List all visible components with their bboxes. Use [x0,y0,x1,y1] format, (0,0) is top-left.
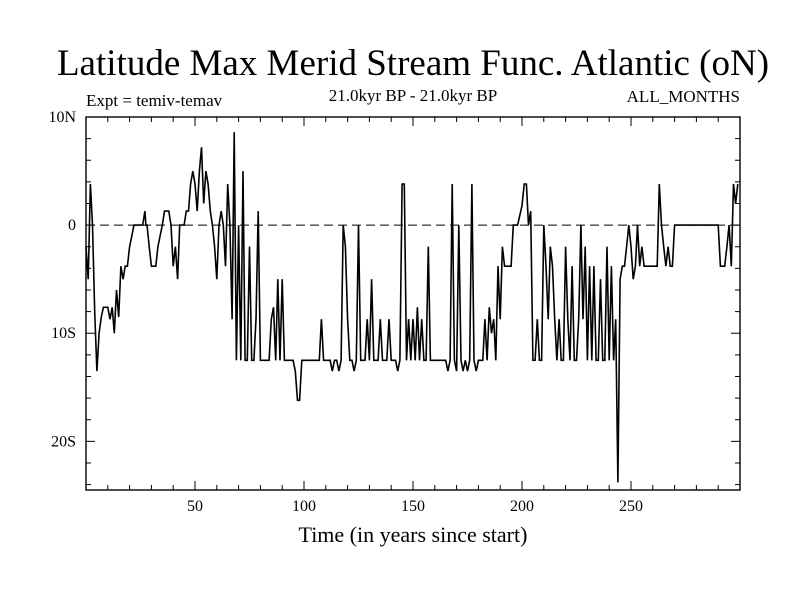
series-line [85,132,739,483]
experiment-label: Expt = temiv-temav [86,91,223,110]
x-tick-label: 250 [619,498,643,515]
x-tick-label: 50 [187,498,203,515]
y-tick-label: 10S [51,325,76,342]
chart-title: Latitude Max Merid Stream Func. Atlantic… [56,43,770,84]
tick-group [86,116,740,490]
x-tick-label: 100 [292,498,316,515]
y-tick-label: 10N [48,109,76,126]
tick-label-group: 50 100 150 200 250 10N 0 10S 20S [48,109,643,515]
plot-frame [85,116,741,491]
period-label: 21.0kyr BP - 21.0kyr BP [328,86,498,105]
x-tick-label: 200 [510,498,534,515]
x-tick-label: 150 [401,498,425,515]
y-tick-label: 0 [68,217,76,234]
y-tick-label: 20S [51,433,76,450]
months-label: ALL_MONTHS [626,87,740,106]
x-axis-label: Time (in years since start) [298,522,528,547]
